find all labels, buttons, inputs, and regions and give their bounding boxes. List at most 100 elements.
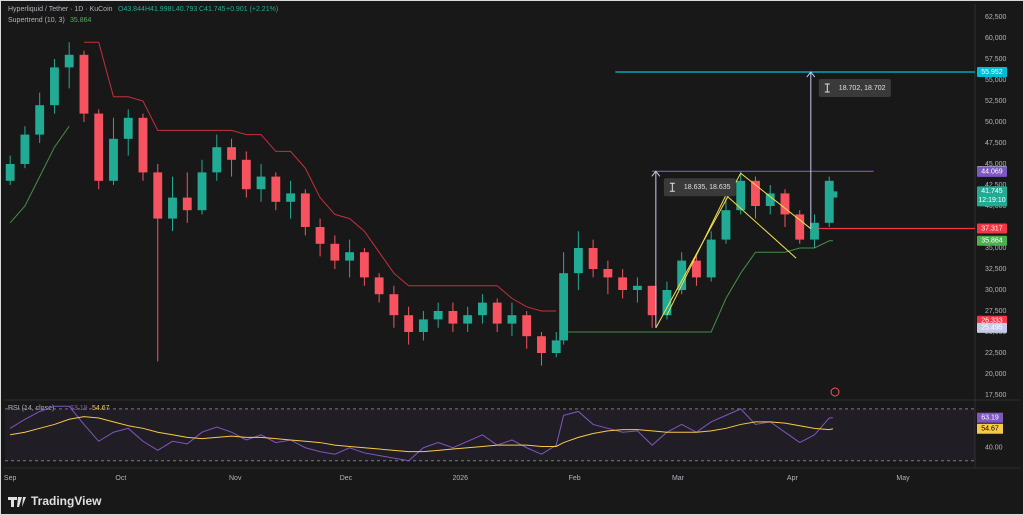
candle-body — [795, 214, 805, 240]
candle-body — [123, 117, 133, 139]
candle-body — [138, 117, 148, 173]
measure-label: 18.702, 18.702 — [839, 85, 886, 92]
ohlc-close: C41.745 — [199, 6, 226, 13]
y-tick-label: 45,000 — [985, 161, 1007, 168]
measure-arrow — [651, 170, 661, 177]
candle-body — [227, 147, 236, 160]
y-tick-label: 47,500 — [985, 140, 1007, 147]
candle-body — [389, 294, 399, 316]
supertrend-up — [9, 125, 833, 333]
indicator-value: 35.864 — [70, 17, 92, 24]
candle-body — [50, 67, 59, 106]
y-tick-label: 22,500 — [985, 350, 1007, 357]
rsi-label: RSI (14, close) — [8, 405, 54, 412]
candle-body — [433, 311, 443, 320]
supertrend-down — [83, 41, 557, 312]
y-tick-label: 32,500 — [985, 266, 1007, 273]
y-tick-label: 57,500 — [985, 56, 1007, 63]
candle-body — [256, 176, 266, 190]
price-badge — [977, 223, 1007, 234]
candle-body — [64, 54, 74, 68]
price-badge-countdown: 12:19:10 — [978, 197, 1005, 204]
y-tick-label: 20,000 — [985, 371, 1007, 378]
price-badge — [977, 235, 1007, 246]
x-tick-label: Oct — [115, 475, 126, 482]
measure-box — [818, 79, 891, 98]
candle-body — [810, 222, 819, 240]
candle-body — [751, 180, 760, 206]
candle-body — [182, 197, 192, 211]
candle-body — [677, 260, 687, 290]
candle-body — [551, 340, 561, 353]
header: Hyperliquid / Tether · 1D · KuCoin O43.8… — [8, 6, 278, 412]
candle-body — [330, 243, 340, 261]
candle-body — [197, 172, 207, 211]
price-badge-label: 35.864 — [981, 238, 1003, 245]
y-tick-label: 40,000 — [985, 203, 1007, 210]
candle-body — [109, 138, 118, 181]
ohlc-low: L40.793 — [172, 6, 197, 13]
price-badge — [977, 322, 1007, 333]
indicator-label: Supertrend (10, 3) — [8, 17, 65, 24]
rsi-badge — [977, 423, 1003, 434]
price-badge-label: 37.317 — [981, 225, 1003, 232]
y-tick-label: 50,000 — [985, 119, 1007, 126]
y-tick-label: 52,500 — [985, 98, 1007, 105]
candle-body — [828, 191, 838, 198]
ohlc-high: H41.998 — [145, 6, 172, 13]
logo: TradingView — [8, 494, 102, 508]
candle-body — [448, 311, 458, 324]
candle-body — [168, 197, 177, 219]
candle-body — [79, 54, 89, 114]
candle-body — [780, 193, 790, 215]
x-tick-label: Dec — [340, 475, 353, 482]
candle-body — [603, 269, 613, 278]
measure-icon — [824, 83, 830, 93]
x-tick-label: 2026 — [453, 475, 469, 482]
candle-body — [212, 147, 222, 173]
candle-body — [463, 315, 473, 324]
y-tick-label: 60,000 — [985, 35, 1007, 42]
candle-body — [359, 252, 369, 278]
y-tick-label: 27,500 — [985, 308, 1007, 315]
alert-icon[interactable] — [830, 387, 840, 397]
candle-body — [662, 290, 672, 316]
x-tick-label: Nov — [229, 475, 242, 482]
ohlc-open: O43.844 — [118, 6, 145, 13]
candle-body — [94, 113, 104, 181]
x-tick-label: May — [896, 475, 910, 482]
rsi-tick-label: 40.00 — [985, 445, 1003, 452]
candle-body — [721, 210, 731, 240]
candle-body — [315, 227, 325, 244]
price-badge-label: 55.952 — [981, 69, 1003, 76]
candle-body — [20, 134, 30, 164]
price-badge — [977, 186, 1007, 207]
candle-body — [153, 172, 163, 219]
price-badge — [977, 67, 1007, 78]
candle-body — [35, 105, 45, 135]
candle-body — [286, 193, 296, 202]
rsi-ma-line — [10, 416, 834, 453]
price-badge-label: 44.069 — [981, 169, 1003, 176]
trend-line — [666, 194, 727, 316]
rsi-legend-value: 63.19 — [70, 405, 88, 412]
x-tick-label: Apr — [787, 475, 799, 482]
candle-body — [632, 285, 642, 290]
y-tick-label: 42,500 — [985, 182, 1007, 189]
candle-body — [241, 159, 251, 190]
candle-body — [618, 277, 628, 290]
candle-body — [559, 273, 569, 341]
y-tick-label: 30,000 — [985, 287, 1007, 294]
y-tick-label: 35,000 — [985, 245, 1007, 252]
measure-icon — [669, 182, 675, 192]
candle-body — [573, 248, 583, 274]
rsi-band — [5, 408, 975, 461]
candle-body — [522, 315, 532, 337]
rsi-badge-label: 63.19 — [981, 415, 999, 422]
trend-line — [725, 194, 797, 259]
rsi-badge-label: 54.67 — [981, 426, 999, 433]
candle-body — [507, 315, 517, 324]
measure-arrow — [806, 71, 816, 78]
candle-body — [271, 176, 281, 202]
